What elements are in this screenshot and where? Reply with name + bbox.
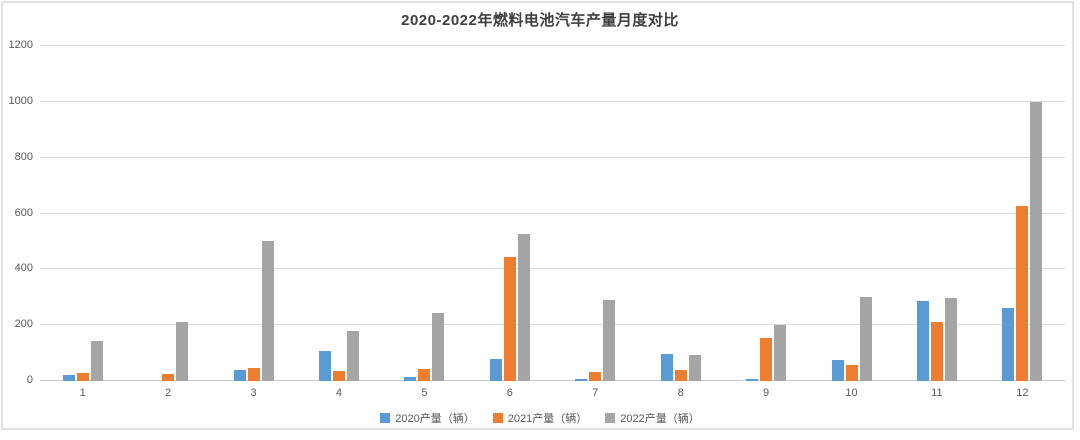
bar-2020-month-1 (62, 375, 75, 381)
x-axis-label-10: 10 (845, 387, 858, 399)
y-axis-tick-label-200: 200 (14, 318, 33, 331)
gridline-600 (40, 212, 1065, 214)
x-axis-label-1: 1 (79, 387, 86, 399)
chart-title: 2020-2022年燃料电池汽车产量月度对比 (401, 12, 679, 29)
bar-group-11: 11 (894, 46, 979, 399)
bar-group-12: 12 (980, 46, 1065, 399)
legend-item-2021: 2021产量（辆） (492, 410, 588, 426)
legend-item-2022: 2022产量（辆） (605, 410, 700, 426)
bar-2020-month-4 (318, 350, 331, 381)
bar-group-7: 7 (553, 46, 638, 399)
bar-groups: 1 2 3 4 5 6 7 8 9 10 11 12 (40, 46, 1065, 399)
bar-2021-month-9 (760, 338, 773, 381)
gridline-200 (40, 324, 1065, 326)
bar-2022-month-9 (774, 325, 787, 381)
x-axis-label-2: 2 (165, 387, 172, 399)
legend-swatch-2021 (492, 413, 503, 423)
bar-2022-month-12 (1030, 101, 1043, 381)
bar-group-1: 1 (40, 46, 125, 399)
bar-2021-month-4 (332, 370, 345, 381)
x-axis-label-8: 8 (677, 387, 684, 399)
bar-group-4: 4 (296, 46, 381, 399)
bar-2021-month-7 (589, 372, 602, 381)
bar-2020-month-9 (746, 378, 759, 381)
x-axis-label-12: 12 (1016, 387, 1029, 399)
legend: 2020产量（辆） 2021产量（辆） 2022产量（辆） (0, 410, 1080, 426)
legend-label-2021: 2021产量（辆） (507, 413, 588, 425)
bar-2022-month-6 (517, 233, 530, 381)
bar-2022-month-3 (261, 241, 274, 381)
bar-2022-month-8 (688, 354, 701, 381)
bar-2022-month-10 (859, 297, 872, 381)
y-axis-tick-label-1200: 1200 (8, 39, 33, 51)
bar-2022-month-2 (176, 321, 189, 381)
gridline-0 (40, 380, 1065, 381)
bar-2021-month-10 (845, 364, 858, 381)
x-axis-label-5: 5 (421, 387, 428, 399)
x-axis-label-6: 6 (506, 387, 513, 399)
bar-2020-month-3 (233, 369, 246, 381)
x-axis-label-11: 11 (931, 387, 943, 399)
x-axis-label-7: 7 (592, 387, 599, 399)
bar-group-10: 10 (809, 46, 894, 399)
bar-2020-month-8 (660, 353, 673, 381)
bar-2021-month-11 (930, 321, 943, 381)
legend-swatch-2022 (605, 413, 616, 423)
bar-2021-month-2 (162, 373, 175, 381)
bar-2022-month-7 (603, 299, 616, 381)
y-axis-tick-label-0: 0 (26, 374, 33, 386)
bar-2020-month-10 (831, 360, 844, 381)
gridline-800 (40, 156, 1065, 158)
gridline-1000 (40, 100, 1065, 102)
bar-group-2: 2 (125, 46, 210, 399)
bar-2021-month-1 (76, 372, 89, 381)
bar-group-6: 6 (467, 46, 552, 399)
bar-2022-month-1 (90, 341, 103, 381)
bar-2022-month-5 (432, 313, 445, 381)
bar-2021-month-12 (1016, 206, 1029, 381)
bar-group-5: 5 (382, 46, 467, 399)
y-axis-tick-label-400: 400 (14, 262, 33, 275)
bar-2020-month-12 (1002, 307, 1015, 381)
bar-group-3: 3 (211, 46, 296, 399)
legend-swatch-2020 (380, 413, 391, 423)
x-axis-label-9: 9 (763, 387, 770, 399)
plot-area: 0 200 400 600 800 1000 1200 1 2 3 4 5 6 7 8 9 10 11 12 (9, 39, 1065, 399)
y-axis-tick-label-600: 600 (14, 206, 33, 219)
bar-2022-month-4 (346, 330, 359, 381)
bar-2022-month-11 (944, 298, 957, 381)
x-axis-label-4: 4 (335, 387, 343, 399)
gridline-1200 (40, 45, 1065, 46)
bar-2020-month-11 (916, 300, 929, 381)
bar-2020-month-5 (404, 376, 417, 381)
x-axis-label-3: 3 (250, 387, 257, 399)
gridline-400 (40, 268, 1065, 270)
bar-2021-month-5 (418, 369, 431, 381)
bar-2020-month-7 (575, 378, 588, 381)
bar-2021-month-3 (247, 368, 260, 381)
bar-2021-month-8 (674, 369, 687, 381)
bar-group-9: 9 (723, 46, 808, 399)
y-axis-tick-label-800: 800 (14, 150, 33, 163)
legend-label-2022: 2022产量（辆） (620, 413, 700, 425)
y-axis-tick-label-1000: 1000 (8, 94, 33, 107)
bar-group-8: 8 (638, 46, 723, 399)
legend-label-2020: 2020产量（辆） (395, 413, 475, 425)
bar-2021-month-6 (503, 257, 516, 381)
bar-2020-month-6 (489, 358, 502, 381)
legend-item-2020: 2020产量（辆） (380, 410, 475, 426)
